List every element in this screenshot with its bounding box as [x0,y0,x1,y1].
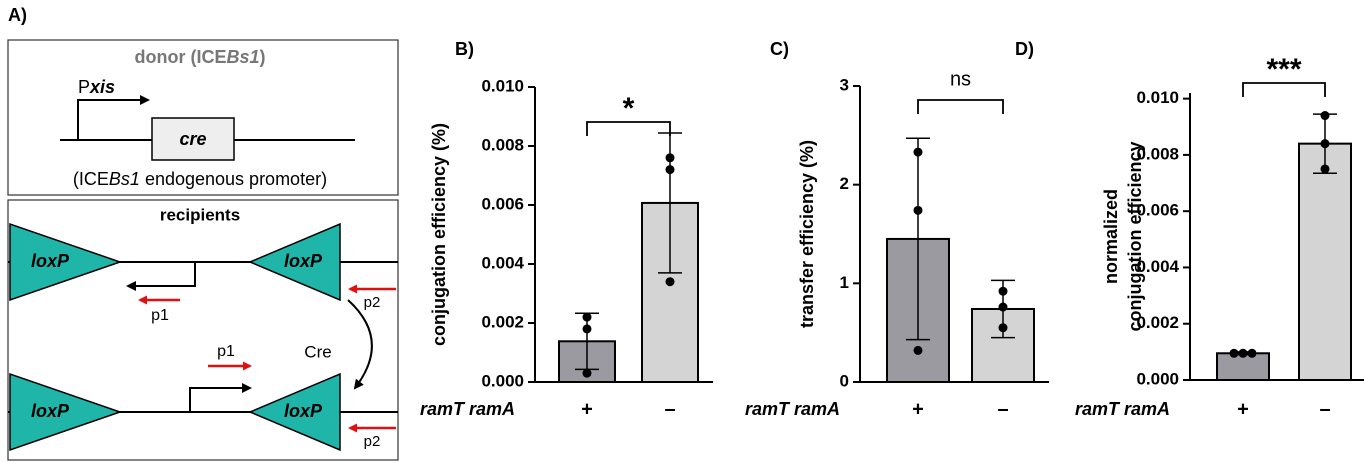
promoter-arrow [189,383,252,412]
data-point [1247,348,1257,358]
panel-label: B) [455,39,474,59]
data-point [582,368,592,378]
data-point [1320,139,1330,149]
x-tick-label: – [997,398,1008,420]
loxp-label: loxP [31,401,70,421]
y-tick-label: 0.010 [1136,88,1179,107]
data-point [1320,111,1330,121]
y-tick-label: 0.004 [481,253,524,272]
data-point [1238,348,1248,358]
data-point [998,323,1008,333]
y-tick-label: 3 [840,75,849,94]
x-tick-label: – [664,398,675,420]
loxp-site [9,222,123,302]
bar [641,201,699,383]
donor-box [7,39,399,196]
error-bar [906,137,930,341]
data-point [665,165,675,175]
recipient-box [7,199,399,461]
promoter-label: Pxis [78,77,115,97]
chart: D) 0.000 0.002 0.004 0.006 0.008 0.010 normaliz… [1015,39,1364,420]
significance-label: * [623,92,635,125]
significance-label: *** [1266,53,1301,86]
x-tick-label: + [912,398,924,420]
panel-label: A) [8,5,27,25]
data-point [665,153,675,163]
chart: C) 0 1 2 3 transfer efficiency (%) ramT ramA + –… [745,39,1049,420]
y-axis-label: normalized [1101,189,1121,284]
x-tick-label: + [1237,398,1249,420]
bar [1298,142,1352,381]
y-tick-label: 0.008 [1136,144,1179,163]
x-tick-label: + [581,398,593,420]
data-point [913,205,923,215]
data-point [582,324,592,334]
y-tick-label: 0.000 [1136,369,1179,388]
gene-box [151,117,235,161]
y-tick-label: 0.002 [481,312,524,331]
loxp-site [9,372,123,452]
y-tick-label: 1 [840,273,849,292]
donor-title: donor (ICEBs1) [134,47,265,67]
data-point [913,345,923,355]
data-point [998,286,1008,296]
data-point [665,277,675,287]
loxp-site [248,222,341,302]
data-point [1229,348,1239,358]
panel-a: A) donor (ICEBs1) Pxis cre (ICEBs1 endog… [7,5,399,461]
y-axis-label: transfer efficiency (%) [797,140,817,328]
y-tick-label: 0.006 [481,194,524,213]
y-tick-label: 0.006 [1136,201,1179,220]
panel-label: D) [1015,39,1034,59]
y-tick-label: 0.008 [481,135,524,154]
y-tick-label: 0.010 [481,76,524,95]
loxp-label: loxP [284,401,323,421]
primer-label: p1 [151,307,169,324]
x-tick-label: – [1319,398,1330,420]
primer-label: p2 [364,294,381,311]
data-point [913,147,923,157]
y-tick-label: 0.002 [1136,313,1179,332]
y-axis-label: conjugation efficiency (%) [429,123,449,346]
promoter-arrow [126,262,196,291]
y-tick-label: 0.004 [1136,257,1179,276]
loxp-site [248,372,341,452]
recombination-arrow [347,299,373,390]
recipients-title: recipients [160,205,240,224]
group-label: ramT ramA [745,399,840,419]
loxp-label: loxP [31,251,70,271]
data-point [998,302,1008,312]
y-axis-label: conjugation efficiency [1125,141,1145,331]
panel-label: C) [770,39,789,59]
primer-label: p2 [364,433,381,450]
group-label: ramT ramA [420,399,515,419]
y-tick-label: 0 [840,371,849,390]
promoter-note: (ICEBs1 endogenous promoter) [73,169,327,189]
promoter-arrow [77,95,150,140]
y-tick-label: 0.000 [481,371,524,390]
gene-label: cre [179,129,206,149]
significance-bracket [1242,82,1326,97]
loxp-label: loxP [284,251,323,271]
significance-label: ns [950,68,971,90]
group-label: ramT ramA [1075,399,1170,419]
chart: B) 0.000 0.002 0.004 0.006 0.008 0.010 conjugat… [420,39,713,420]
y-tick-label: 2 [840,174,849,193]
primer-label: p1 [217,343,235,360]
data-point [582,312,592,322]
recombinase-label: Cre [304,342,331,361]
significance-bracket [917,99,1004,114]
data-point [1320,164,1330,174]
significance-bracket [586,121,671,136]
